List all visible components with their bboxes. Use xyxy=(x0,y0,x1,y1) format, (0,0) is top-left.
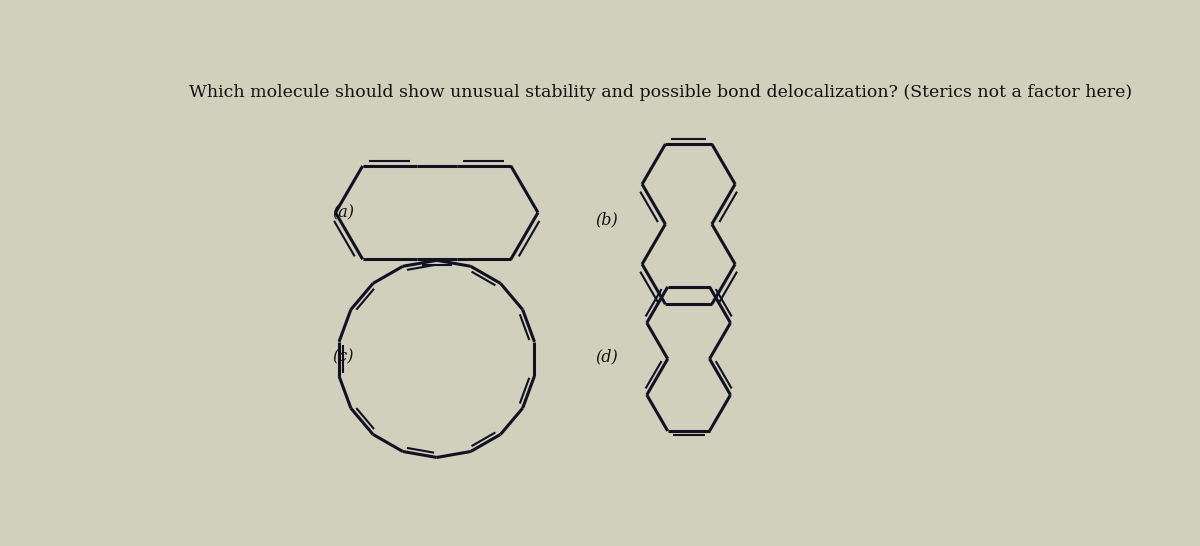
Text: (c): (c) xyxy=(332,348,354,365)
Text: Which molecule should show unusual stability and possible bond delocalization? (: Which molecule should show unusual stabi… xyxy=(188,84,1132,101)
Text: (a): (a) xyxy=(332,204,354,221)
Text: (b): (b) xyxy=(595,212,618,229)
Text: (d): (d) xyxy=(595,348,618,365)
